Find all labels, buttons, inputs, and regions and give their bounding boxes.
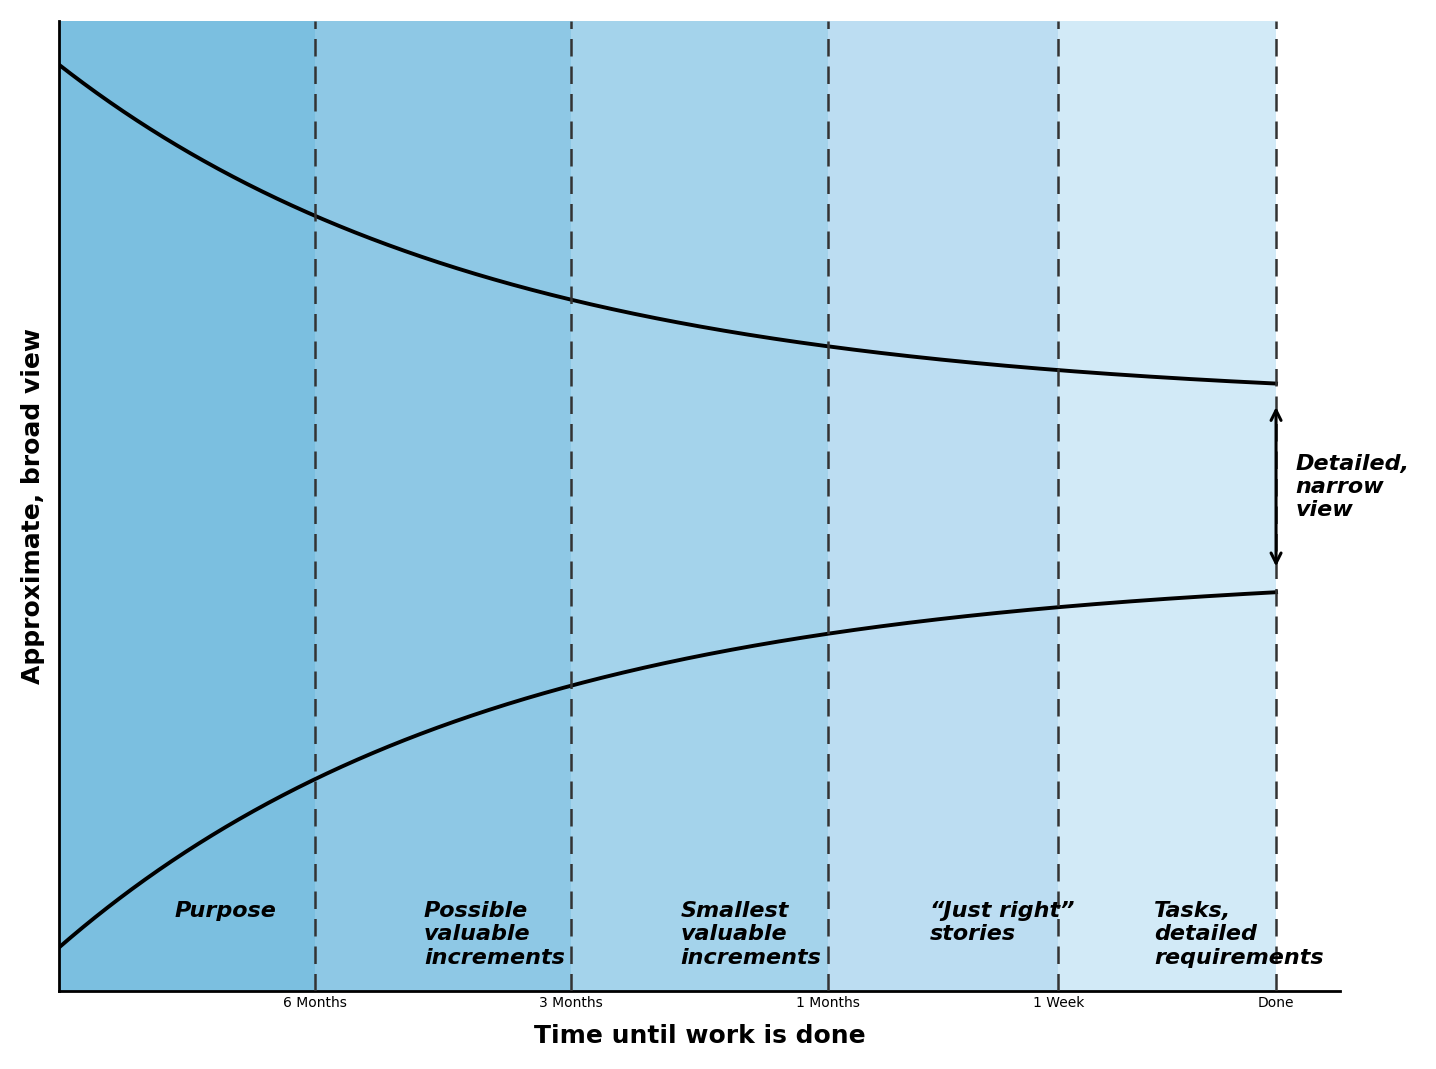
Text: Tasks,
detailed
requirements: Tasks, detailed requirements [1155,901,1324,967]
Bar [314,20,572,991]
Bar [827,20,1058,991]
Text: Possible
valuable
increments: Possible valuable increments [424,901,564,967]
X-axis label: Time until work is done: Time until work is done [534,1024,866,1049]
Bar [59,20,314,991]
Y-axis label: Approximate, broad view: Approximate, broad view [22,328,45,684]
Text: Smallest
valuable
increments: Smallest valuable increments [681,901,821,967]
Text: “Just right”
stories: “Just right” stories [931,901,1074,944]
Text: Detailed,
narrow
view: Detailed, narrow view [1295,453,1409,520]
Bar [1058,20,1277,991]
Text: Purpose: Purpose [174,901,276,921]
Bar [572,20,827,991]
